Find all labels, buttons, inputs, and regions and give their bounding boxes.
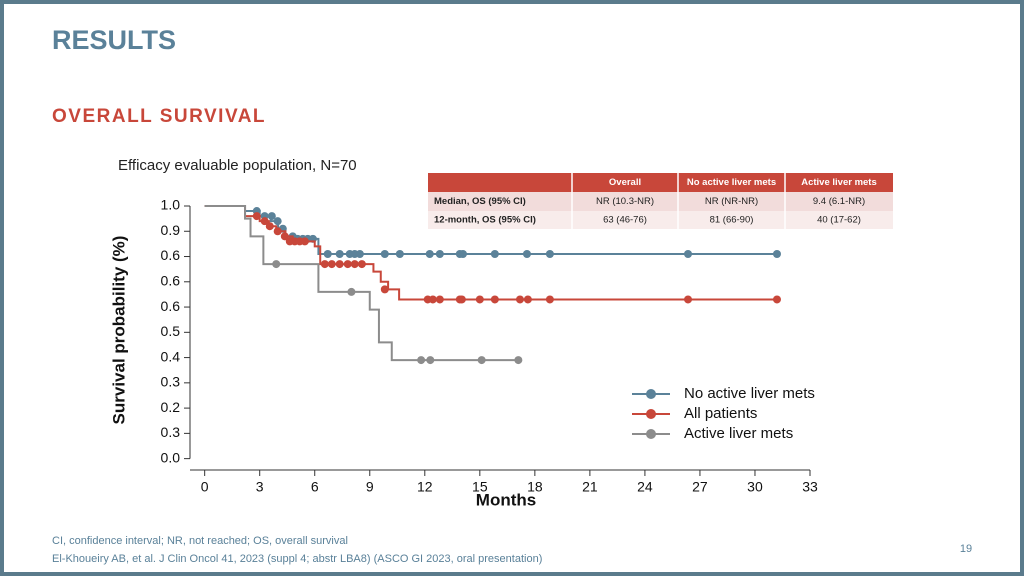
section-title: OVERALL SURVIVAL xyxy=(52,106,266,127)
censor-mark xyxy=(357,260,366,269)
censor-mark xyxy=(515,295,524,304)
censor-mark xyxy=(457,295,466,304)
table-cell: 12-month, OS (95% CI) xyxy=(434,215,536,226)
y-tick-label: 0.0 xyxy=(161,449,181,465)
censor-mark xyxy=(684,250,693,258)
censor-mark xyxy=(335,250,344,258)
chart-title: Efficacy evaluable population, N=70 xyxy=(118,157,357,174)
censor-mark xyxy=(522,250,531,258)
censor-mark xyxy=(343,260,352,269)
censor-mark xyxy=(265,222,274,231)
x-tick-label: 27 xyxy=(692,479,708,495)
censor-mark xyxy=(320,260,329,269)
censor-mark xyxy=(347,287,356,296)
censor-mark xyxy=(267,212,276,221)
censor-mark xyxy=(327,260,336,269)
censor-mark xyxy=(395,250,404,258)
table-cell: 81 (66-90) xyxy=(710,215,754,226)
censor-mark xyxy=(272,260,281,269)
table-header: Overall xyxy=(609,177,641,188)
censor-mark xyxy=(490,250,499,258)
y-tick-label: 0.6 xyxy=(161,272,181,288)
censor-mark xyxy=(335,260,344,269)
footnote: CI, confidence interval; NR, not reached… xyxy=(52,535,348,547)
censor-mark xyxy=(280,232,289,241)
censor-mark xyxy=(435,250,444,258)
x-tick-label: 6 xyxy=(311,479,319,495)
y-tick-label: 0.2 xyxy=(161,399,181,415)
table-cell: 63 (46-76) xyxy=(603,215,647,226)
censor-mark xyxy=(355,250,364,258)
table-row-bg xyxy=(428,211,893,229)
legend-marker xyxy=(646,389,656,399)
censor-mark xyxy=(425,250,434,258)
x-tick-label: 21 xyxy=(582,479,598,495)
censor-mark xyxy=(772,295,781,304)
table-row-bg xyxy=(428,192,893,211)
censor-mark xyxy=(477,356,486,365)
legend-label: Active liver mets xyxy=(684,425,793,442)
y-tick-label: 0.3 xyxy=(161,374,181,390)
y-tick-label: 0.4 xyxy=(161,348,181,364)
censor-mark xyxy=(380,250,389,258)
x-tick-label: 0 xyxy=(201,479,209,495)
y-tick-label: 0.5 xyxy=(161,323,181,339)
censor-mark xyxy=(300,237,309,246)
censor-mark xyxy=(435,295,444,304)
table-cell: 40 (17-62) xyxy=(817,215,861,226)
censor-mark xyxy=(323,250,332,258)
citation: El-Khoueiry AB, et al. J Clin Oncol 41, … xyxy=(52,553,542,565)
survival-curve xyxy=(204,205,519,362)
censor-mark xyxy=(350,260,359,269)
censor-mark xyxy=(426,356,435,365)
censor-mark xyxy=(273,227,282,236)
y-axis-label: Survival probability (%) xyxy=(109,236,128,425)
censor-mark xyxy=(252,212,261,221)
table-header: Active liver mets xyxy=(801,177,877,188)
chart: RESULTS OVERALL SURVIVAL Efficacy evalua… xyxy=(52,25,972,565)
legend-marker xyxy=(646,429,656,439)
x-axis-label: Months xyxy=(476,490,536,509)
censor-mark xyxy=(523,295,532,304)
censor-mark xyxy=(260,217,269,226)
censor-mark xyxy=(545,295,554,304)
y-tick-label: 0.3 xyxy=(161,424,181,440)
y-tick-label: 0.9 xyxy=(161,222,181,238)
legend-label: All patients xyxy=(684,405,757,422)
censor-mark xyxy=(514,356,523,365)
censor-mark xyxy=(490,295,499,304)
censor-mark xyxy=(475,295,484,304)
x-tick-label: 3 xyxy=(256,479,264,495)
y-tick-label: 1.0 xyxy=(161,197,181,213)
table-header: No active liver mets xyxy=(687,177,776,188)
censor-mark xyxy=(273,217,282,226)
censor-mark xyxy=(772,250,781,258)
x-tick-label: 12 xyxy=(417,479,433,495)
x-tick-label: 15 xyxy=(472,479,488,495)
table-cell: 9.4 (6.1-NR) xyxy=(813,196,865,207)
x-tick-label: 9 xyxy=(366,479,374,495)
censor-mark xyxy=(380,285,389,294)
x-tick-label: 24 xyxy=(637,479,653,495)
x-tick-label: 30 xyxy=(747,479,763,495)
legend-marker xyxy=(646,409,656,419)
censor-mark xyxy=(684,295,693,304)
table-cell: NR (NR-NR) xyxy=(705,196,758,207)
censor-mark xyxy=(417,356,426,365)
censor-mark xyxy=(458,250,467,258)
table-header-bg xyxy=(428,173,893,192)
y-tick-label: 0.6 xyxy=(161,298,181,314)
page-number: 19 xyxy=(960,543,972,555)
legend-label: No active liver mets xyxy=(684,385,815,402)
censor-mark xyxy=(545,250,554,258)
y-tick-label: 0.6 xyxy=(161,247,181,263)
slide-title: RESULTS xyxy=(52,25,176,55)
x-tick-label: 18 xyxy=(527,479,543,495)
table-cell: NR (10.3-NR) xyxy=(596,196,654,207)
table-cell: Median, OS (95% CI) xyxy=(434,196,526,207)
censor-mark xyxy=(428,295,437,304)
x-tick-label: 33 xyxy=(802,479,818,495)
